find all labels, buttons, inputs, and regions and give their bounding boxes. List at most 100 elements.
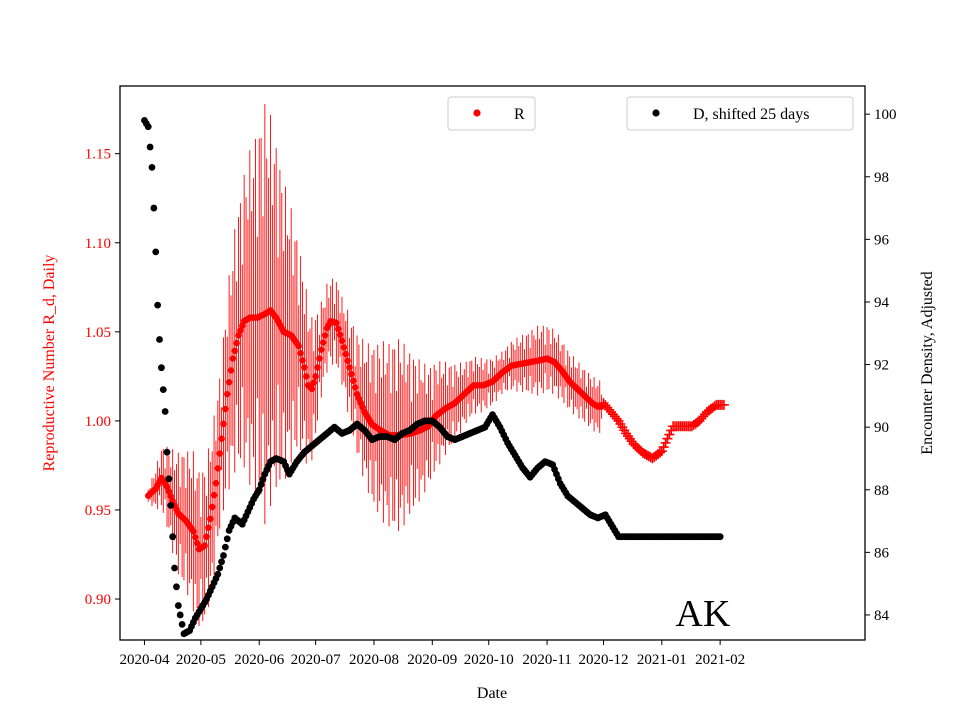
x-axis-ticks: 2020-04 2020-05 2020-06 2020-07 2020-08 2020-… (119, 640, 745, 668)
r-forecast-point (660, 437, 671, 448)
d-point (716, 533, 724, 541)
x-tick-label: 2020-09 (407, 652, 457, 668)
r-point (227, 367, 235, 374)
r-point (210, 491, 218, 499)
r-point (190, 528, 197, 535)
r-error-bars (147, 103, 603, 626)
left-tick-label: 1.00 (85, 414, 111, 430)
r-point (318, 346, 325, 353)
r-point (212, 480, 220, 487)
r-point (346, 364, 353, 371)
right-tick-label: 100 (874, 107, 897, 123)
right-tick-label: 98 (874, 170, 889, 186)
right-tick-label: 92 (874, 358, 889, 374)
r-forecast-points (598, 398, 729, 464)
x-tick-label: 2020-05 (176, 652, 226, 668)
right-tick-label: 94 (874, 295, 890, 311)
d-point (157, 364, 165, 372)
state-annotation: AK (676, 593, 731, 635)
x-tick-label: 2020-11 (522, 652, 571, 668)
x-tick-label: 2020-10 (464, 652, 514, 668)
r-point (316, 355, 323, 362)
r-point (297, 350, 304, 357)
r-forecast-point (656, 446, 667, 457)
r-forecast-point (664, 429, 675, 440)
right-axis-ticks: 84 86 88 90 92 94 96 98 100 (865, 107, 897, 624)
d-point (173, 583, 180, 591)
d-point (161, 408, 169, 415)
x-axis-title: Date (477, 685, 507, 702)
r-point (295, 342, 302, 350)
d-point (159, 386, 167, 394)
left-tick-label: 1.10 (85, 236, 111, 252)
d-point (148, 163, 156, 171)
legend-d: D, shifted 25 days (626, 96, 854, 131)
right-tick-label: 90 (874, 420, 889, 436)
r-point (218, 435, 225, 442)
x-tick-label: 2020-04 (119, 652, 169, 668)
d-point (169, 533, 177, 541)
r-point (222, 405, 229, 413)
r-point (205, 524, 212, 531)
legend-r-label: R (514, 106, 525, 123)
r-point (344, 357, 351, 364)
x-tick-label: 2020-08 (349, 652, 399, 668)
r-point (312, 373, 319, 380)
right-tick-label: 86 (874, 545, 890, 561)
r-point (231, 347, 238, 355)
left-axis-ticks: 0.90 0.95 1.00 1.05 1.10 1.15 (85, 147, 120, 608)
d-point (171, 564, 178, 572)
r-point (233, 339, 240, 347)
d-point (220, 552, 227, 559)
r-point (340, 344, 348, 351)
r-point (193, 540, 201, 547)
left-tick-label: 0.95 (85, 503, 111, 519)
d-point (152, 248, 160, 256)
x-tick-label: 2020-07 (291, 652, 341, 668)
r-point (229, 355, 237, 362)
legend-r-marker (473, 109, 481, 117)
x-tick-label: 2020-12 (578, 652, 628, 668)
r-point (303, 373, 310, 380)
r-point (192, 534, 199, 541)
d-point (146, 143, 154, 151)
x-tick-label: 2021-01 (637, 652, 687, 668)
r-point (319, 339, 327, 346)
r-point (314, 364, 321, 371)
d-point (167, 502, 175, 509)
r-point (321, 332, 329, 339)
d-point (259, 475, 267, 483)
d-points (141, 117, 724, 638)
left-tick-label: 0.90 (85, 592, 111, 608)
d-point (218, 558, 225, 566)
r-forecast-point (718, 399, 729, 410)
d-point (221, 543, 229, 551)
d-point (154, 301, 162, 309)
right-tick-label: 84 (874, 608, 890, 624)
r-point (220, 420, 227, 428)
d-point (178, 620, 186, 628)
r-point (336, 331, 344, 338)
left-axis-title: Reproductive Number R_d, Daily (41, 255, 58, 472)
d-point (144, 123, 152, 131)
right-tick-label: 96 (874, 232, 890, 248)
d-point (176, 611, 184, 619)
r-point (310, 379, 317, 386)
x-tick-label: 2020-06 (234, 652, 284, 668)
r-point (216, 450, 223, 457)
d-point (163, 448, 171, 456)
legend-d-marker (652, 109, 660, 117)
d-point (223, 535, 231, 543)
d-point (165, 475, 173, 483)
r-point (301, 364, 308, 371)
r-point (333, 319, 340, 327)
d-point (255, 486, 263, 494)
plot-frame (119, 85, 866, 641)
r-point (225, 379, 233, 386)
r-point (308, 385, 316, 393)
right-tick-label: 88 (874, 483, 889, 499)
d-point (257, 481, 265, 488)
r-point (208, 503, 216, 511)
d-point (156, 336, 163, 343)
